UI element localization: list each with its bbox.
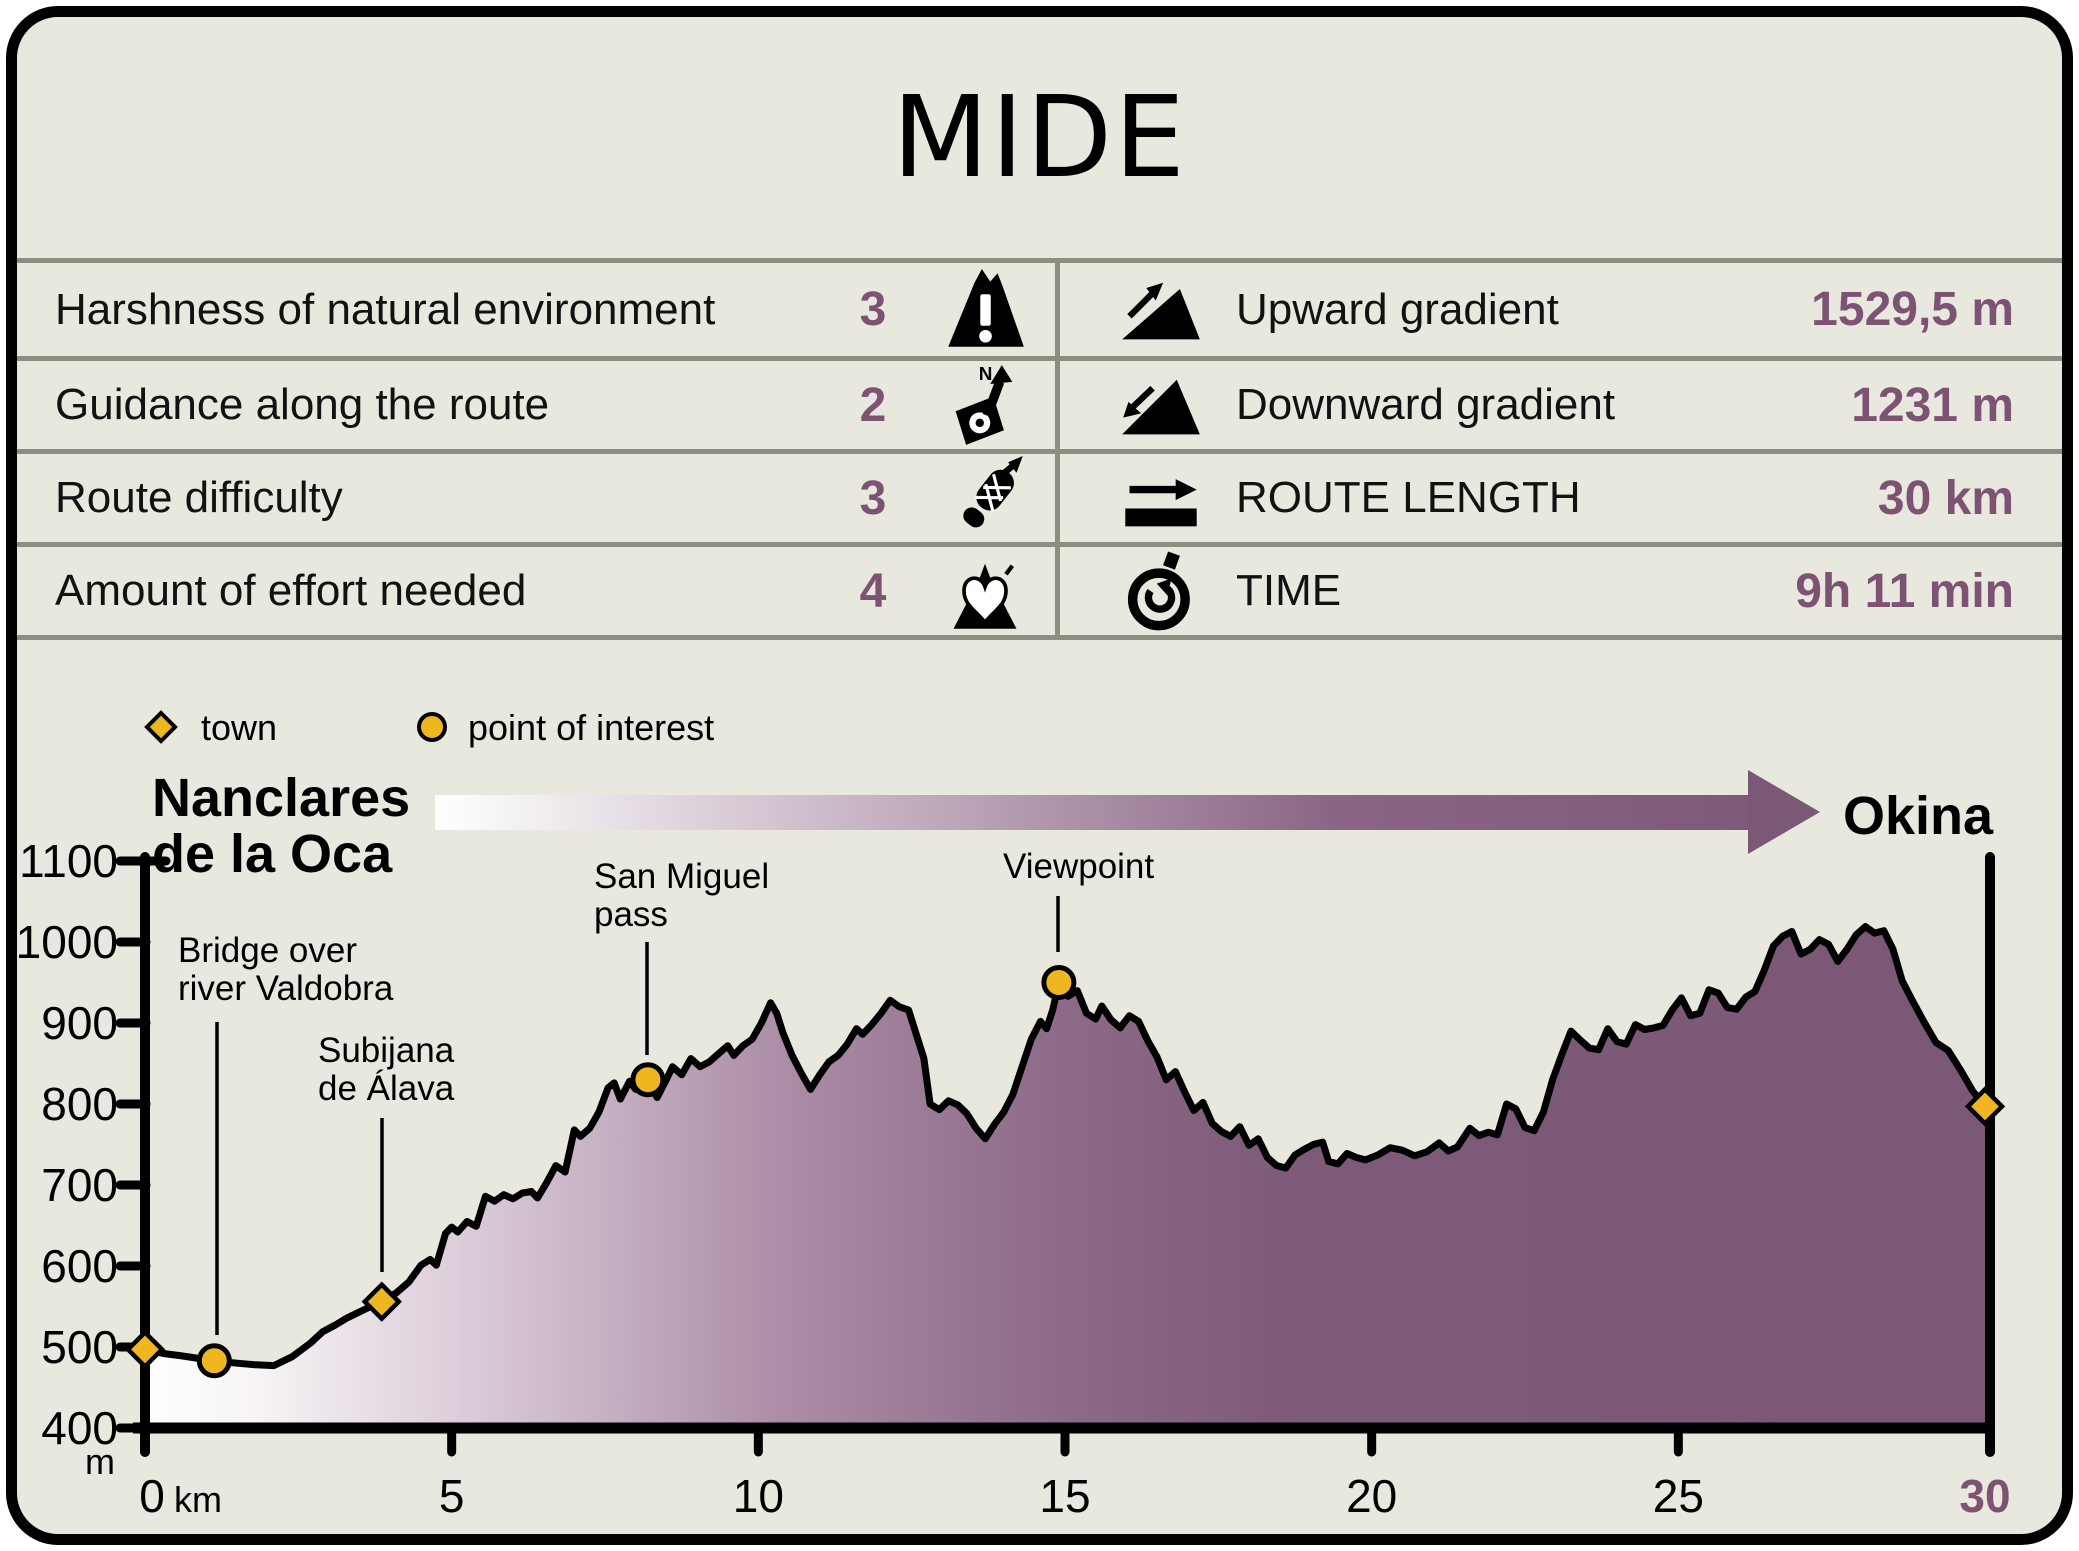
y-tick-label: 700 bbox=[41, 1159, 118, 1211]
end-town-label: Okina bbox=[1843, 786, 1994, 846]
row-value: 30 km bbox=[1877, 471, 2014, 525]
y-tick-label: 1100 bbox=[19, 835, 118, 887]
row-label: Guidance along the route bbox=[55, 380, 550, 429]
x-tick-label: 0 bbox=[139, 1470, 165, 1522]
row-label: Amount of effort needed bbox=[55, 566, 527, 615]
town-marker bbox=[124, 1329, 166, 1370]
x-tick-label: 20 bbox=[1346, 1470, 1397, 1522]
town-legend-diamond-icon bbox=[144, 710, 178, 744]
x-tick-label: 25 bbox=[1653, 1470, 1704, 1522]
rating-value: 4 bbox=[859, 564, 887, 618]
boot-print-icon bbox=[915, 456, 1055, 540]
x-tick-label: 15 bbox=[1039, 1470, 1090, 1522]
annotation-label: Viewpoint bbox=[1003, 847, 1154, 886]
table-row-harshness: Harshness of natural environment 3 bbox=[17, 263, 1055, 356]
rating-value: 3 bbox=[859, 471, 887, 525]
rating-value: 3 bbox=[859, 283, 887, 336]
table-row-difficulty: Route difficulty 3 bbox=[17, 449, 1055, 542]
legend-town-label: town bbox=[201, 707, 277, 748]
route-length-icon bbox=[1086, 456, 1236, 540]
town-marker bbox=[361, 1281, 402, 1322]
row-label: Route difficulty bbox=[55, 473, 343, 522]
poi-marker bbox=[1041, 965, 1077, 1000]
stopwatch-icon bbox=[1086, 549, 1236, 633]
poi-legend-circle-icon bbox=[417, 712, 447, 742]
annotation-label: pass bbox=[594, 895, 668, 934]
annotation-label: San Miguel bbox=[594, 857, 769, 896]
y-axis-unit: m bbox=[85, 1441, 115, 1482]
table-row-guidance: Guidance along the route 2 N bbox=[17, 356, 1055, 449]
x-axis-unit: km bbox=[174, 1479, 222, 1520]
y-tick-label: 800 bbox=[41, 1078, 118, 1130]
table-row-upward: Upward gradient 1529,5 m bbox=[1055, 263, 2062, 356]
compass-icon: N bbox=[915, 363, 1055, 447]
row-label: Harshness of natural environment bbox=[55, 284, 716, 334]
row-label: TIME bbox=[1236, 566, 1342, 615]
y-tick-label: 600 bbox=[41, 1240, 118, 1292]
annotation-label: river Valdobra bbox=[178, 969, 394, 1008]
downward-gradient-icon bbox=[1086, 363, 1236, 447]
y-tick-label: 900 bbox=[41, 997, 118, 1049]
x-tick-label: 5 bbox=[439, 1470, 465, 1522]
annotation-label: Subijana bbox=[318, 1031, 455, 1070]
start-town-label-line2: de la Oca bbox=[152, 824, 393, 884]
compass-north-letter: N bbox=[979, 364, 993, 385]
mountain-warning-icon bbox=[915, 268, 1055, 352]
row-value: 9h 11 min bbox=[1795, 564, 2014, 618]
town-marker bbox=[1964, 1086, 2006, 1127]
x-tick-label: 30 bbox=[1959, 1470, 2010, 1522]
upward-gradient-icon bbox=[1086, 268, 1236, 352]
row-label: Downward gradient bbox=[1236, 380, 1616, 429]
y-tick-label: 500 bbox=[41, 1321, 118, 1373]
annotation-label: de Álava bbox=[318, 1069, 455, 1108]
route-endpoints: Nanclares de la Oca Okina bbox=[152, 768, 1994, 884]
poi-marker bbox=[630, 1062, 666, 1098]
row-value: 1529,5 m bbox=[1811, 283, 2014, 336]
table-row-effort: Amount of effort needed 4 bbox=[17, 542, 1055, 635]
page-title: MIDE bbox=[892, 72, 1187, 203]
table-row-downward: Downward gradient 1231 m bbox=[1055, 356, 2062, 449]
x-tick-label: 10 bbox=[733, 1470, 784, 1522]
row-label: Upward gradient bbox=[1236, 284, 1559, 334]
row-value: 1231 m bbox=[1851, 378, 2014, 432]
info-table: Harshness of natural environment 3 Upwar… bbox=[17, 258, 2062, 640]
y-tick-label: 400 bbox=[41, 1402, 118, 1454]
elevation-area bbox=[145, 926, 1985, 1428]
legend: town point of interest bbox=[144, 707, 714, 748]
annotation-label: Bridge over bbox=[178, 931, 357, 970]
y-tick-label: 1000 bbox=[16, 916, 118, 968]
direction-arrow bbox=[435, 770, 1820, 854]
rating-value: 2 bbox=[859, 378, 887, 432]
start-town-label-line1: Nanclares bbox=[152, 768, 410, 828]
row-label: ROUTE LENGTH bbox=[1236, 473, 1581, 522]
heart-effort-icon bbox=[915, 549, 1055, 633]
table-row-length: ROUTE LENGTH 30 km bbox=[1055, 449, 2062, 542]
poi-marker bbox=[196, 1343, 232, 1379]
legend-poi-label: point of interest bbox=[468, 707, 714, 748]
elevation-line bbox=[141, 923, 1989, 1370]
table-row-time: TIME 9h 11 min bbox=[1055, 542, 2062, 635]
